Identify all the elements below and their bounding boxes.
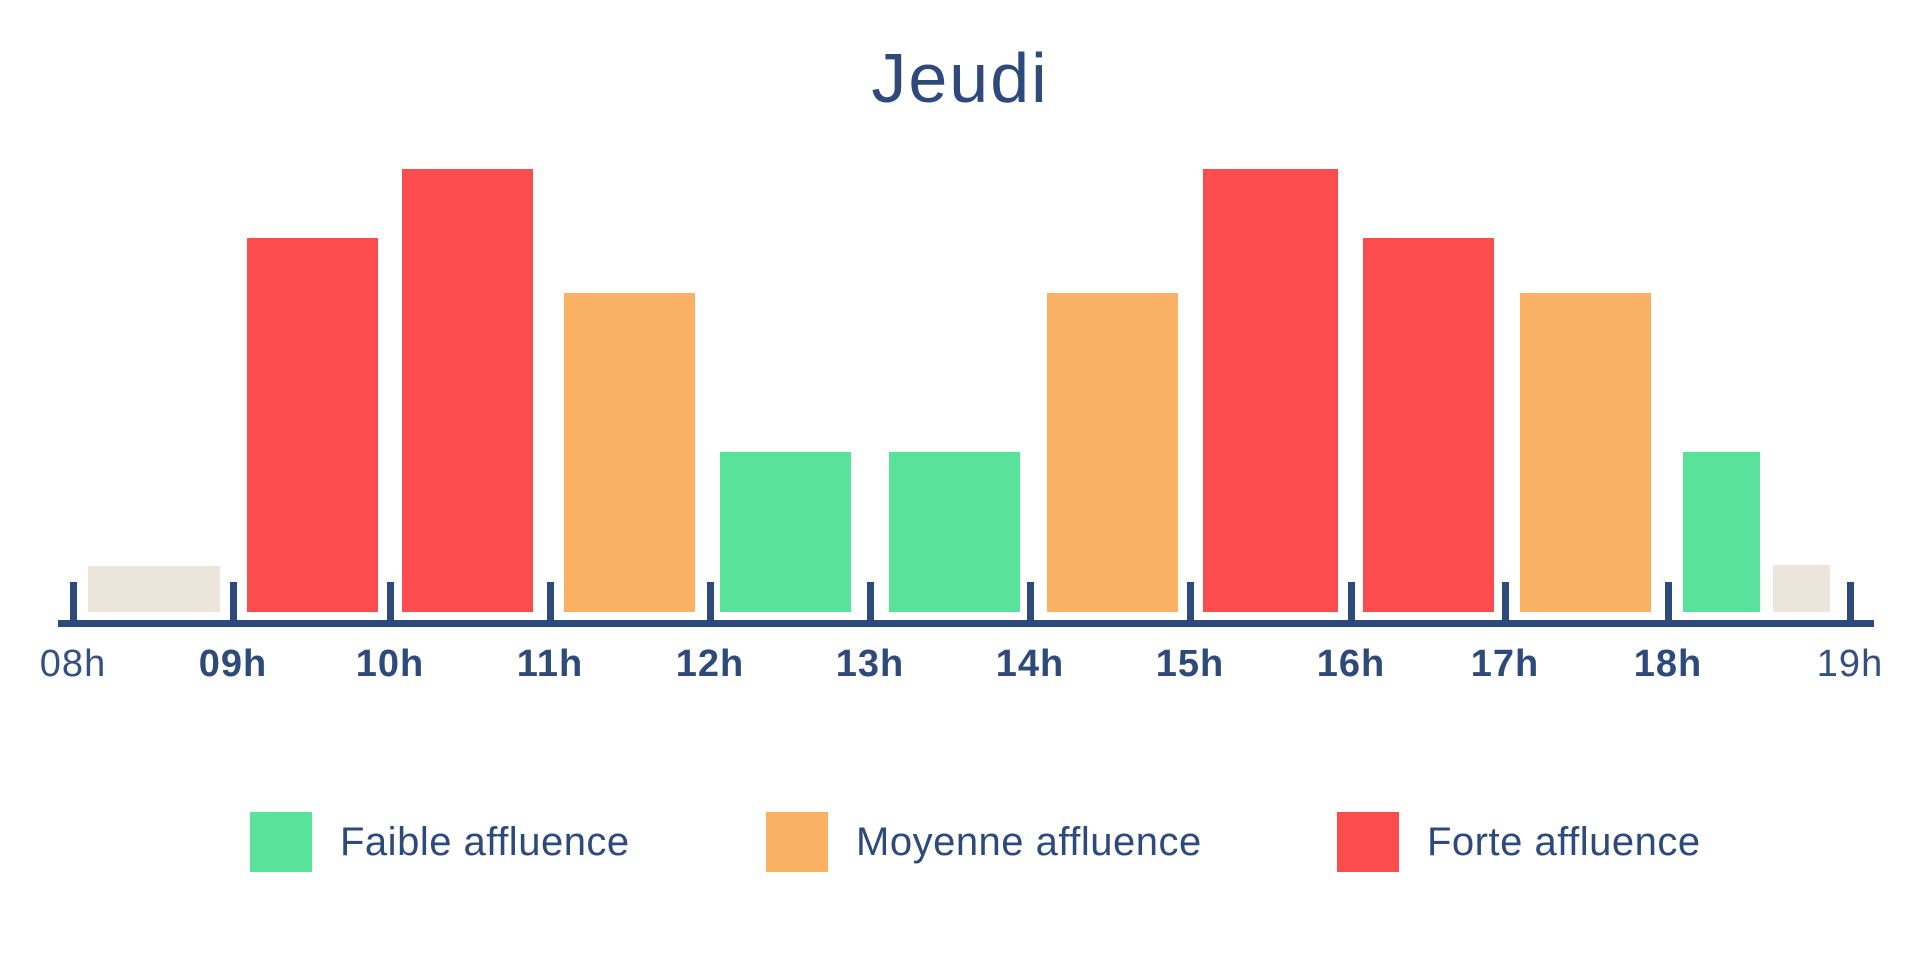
tick-mark-18h	[1665, 582, 1672, 627]
tick-label-17h: 17h	[1470, 643, 1540, 685]
tick-mark-15h	[1187, 582, 1194, 627]
tick-label-11h: 11h	[516, 643, 584, 685]
tick-mark-19h	[1847, 582, 1854, 627]
legend-label-faible: Faible affluence	[340, 820, 630, 864]
tick-label-12h: 12h	[675, 643, 745, 685]
tick-label-19h: 19h	[1816, 643, 1884, 685]
tick-label-18h: 18h	[1633, 643, 1703, 685]
tick-mark-11h	[547, 582, 554, 627]
legend-label-moyenne: Moyenne affluence	[856, 820, 1202, 864]
bar-15h-forte	[1203, 169, 1338, 612]
bar-10h-forte	[402, 169, 533, 612]
tick-label-08h: 08h	[39, 643, 107, 685]
tick-label-14h: 14h	[995, 643, 1065, 685]
bar-18h-neutral	[1773, 565, 1830, 612]
chart-title: Jeudi	[871, 39, 1049, 117]
bar-17h-moyenne	[1520, 293, 1651, 612]
legend-swatch-moyenne	[766, 812, 828, 872]
bar-14h-moyenne	[1047, 293, 1178, 612]
tick-mark-10h	[387, 582, 394, 627]
tick-mark-12h	[707, 582, 714, 627]
legend-swatch-faible	[250, 812, 312, 872]
tick-label-09h: 09h	[198, 643, 268, 685]
tick-label-15h: 15h	[1155, 643, 1225, 685]
bar-16h-forte	[1363, 238, 1494, 612]
x-axis-line	[58, 620, 1874, 627]
tick-mark-09h	[230, 582, 237, 627]
bar-12h-faible	[720, 452, 851, 612]
tick-label-10h: 10h	[355, 643, 425, 685]
tick-mark-17h	[1502, 582, 1509, 627]
bar-08h-neutral	[88, 566, 220, 612]
bar-09h-forte	[247, 238, 378, 612]
bar-13h-faible	[889, 452, 1020, 612]
tick-label-13h: 13h	[835, 643, 905, 685]
tick-mark-16h	[1348, 582, 1355, 627]
legend-swatch-forte	[1337, 812, 1399, 872]
tick-label-16h: 16h	[1316, 643, 1386, 685]
bar-11h-moyenne	[564, 293, 695, 612]
legend-label-forte: Forte affluence	[1427, 820, 1701, 864]
bar-18h-faible	[1683, 452, 1760, 612]
tick-mark-13h	[867, 582, 874, 627]
tick-mark-08h	[70, 582, 77, 627]
tick-mark-14h	[1027, 582, 1034, 627]
